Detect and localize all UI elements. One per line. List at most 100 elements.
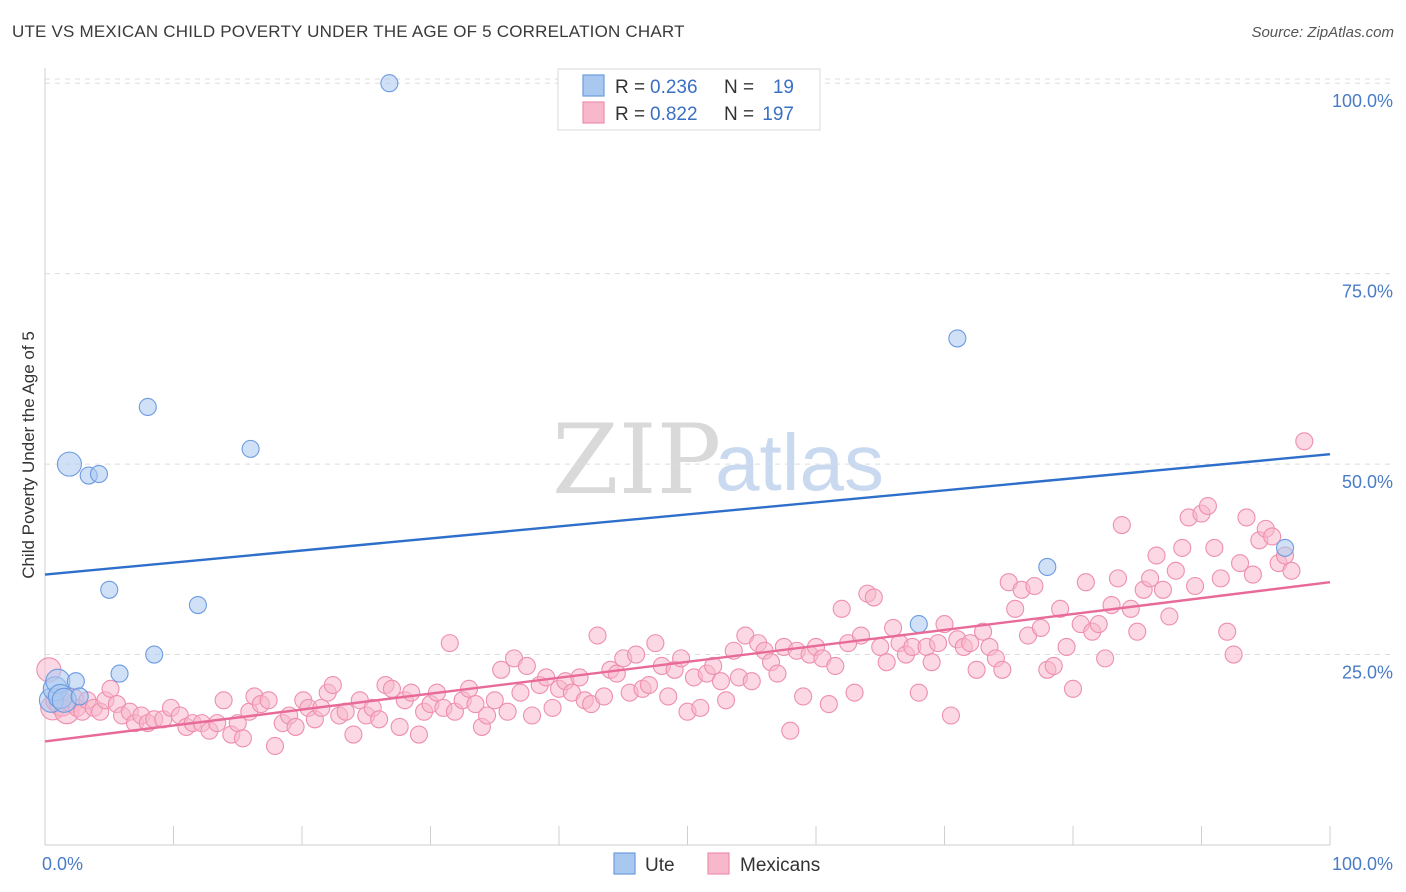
ute-point (70, 687, 89, 706)
mexicans-point (832, 599, 851, 618)
mexicans-point (511, 683, 530, 702)
mexicans-point (233, 729, 252, 748)
legend-mexicans-r-value: 0.822 (650, 104, 698, 125)
mexicans-point (409, 725, 428, 744)
mexicans-point (768, 664, 787, 683)
legend-mexicans-n-value: 197 (762, 104, 794, 125)
mexicans-point (1218, 622, 1237, 641)
mexicans-point (922, 653, 941, 672)
ute-point (948, 329, 967, 348)
mexicans-point (864, 588, 883, 607)
mexicans-point (492, 660, 511, 679)
mexicans-point (1166, 561, 1185, 580)
ute-point (100, 580, 119, 599)
mexicans-point (993, 660, 1012, 679)
mexicans-point (402, 683, 421, 702)
legend-ute-n-label: N = (724, 77, 754, 98)
mexicans-point (286, 717, 305, 736)
mexicans-point (1282, 561, 1301, 580)
mexicans-point (498, 702, 517, 721)
mexicans-point (1121, 599, 1140, 618)
ute-point (110, 664, 129, 683)
mexicans-point (370, 710, 389, 729)
mexicans-point (440, 634, 459, 653)
y-axis-title: Child Poverty Under the Age of 5 (19, 331, 38, 579)
bottom-legend-mexicans-swatch (707, 852, 730, 875)
mexicans-point (588, 626, 607, 645)
bottom-legend-ute-swatch (613, 852, 636, 875)
legend-mexicans-r-label: R = (615, 104, 645, 125)
mexicans-point (781, 721, 800, 740)
mexicans-point (627, 645, 646, 664)
mexicans-point (323, 675, 342, 695)
bottom-legend: Ute Mexicans (613, 852, 820, 876)
ute-point (1275, 538, 1295, 557)
ute-point (188, 595, 207, 615)
mexicans-trend-line (44, 581, 1331, 743)
mexicans-point (1096, 649, 1115, 668)
mexicans-point (941, 706, 960, 725)
mexicans-point (101, 679, 120, 698)
y-tick-label: 75.0% (1342, 282, 1393, 302)
mexicans-point (1186, 576, 1205, 596)
mexicans-point (517, 656, 536, 676)
mexicans-point (1006, 599, 1025, 618)
watermark-atlas: atlas (715, 418, 884, 507)
mexicans-point (1205, 538, 1224, 557)
mexicans-point (259, 691, 278, 710)
mexicans-point (1031, 618, 1050, 637)
mexicans-point (607, 664, 626, 683)
chart-title: UTE VS MEXICAN CHILD POVERTY UNDER THE A… (12, 22, 685, 41)
ute-point (1038, 557, 1057, 577)
trend-lines (44, 453, 1331, 743)
mexicans-point (909, 683, 928, 702)
mexicans-point (594, 687, 614, 706)
ute-trend-line (44, 453, 1331, 576)
mexicans-point (1051, 599, 1070, 618)
watermark: ZIP atlas (552, 404, 884, 516)
mexicans-point (214, 691, 233, 710)
mexicans-point (1112, 516, 1131, 535)
mexicans-point (1224, 645, 1243, 664)
mexicans-point (961, 634, 980, 653)
mexicans-point (711, 672, 730, 691)
ute-point (145, 645, 164, 664)
mexicans-point (1089, 615, 1108, 634)
mexicans-point (871, 637, 890, 656)
mexicans-point (265, 736, 285, 756)
legend-mexicans-n-label: N = (724, 104, 754, 125)
ute-points (38, 74, 1295, 713)
mexicans-point (884, 618, 903, 637)
mexicans-point (1263, 527, 1282, 546)
y-tick-label: 25.0% (1342, 663, 1393, 683)
ute-point (138, 397, 157, 417)
mexicans-point (344, 725, 363, 744)
ute-point (56, 451, 82, 477)
mexicans-point (929, 634, 948, 653)
mexicans-point (1153, 580, 1172, 599)
mexicans-point (659, 687, 678, 706)
mexicans-point (390, 717, 409, 736)
mexicans-point (1160, 607, 1179, 626)
x-tick-label: 0.0% (42, 854, 83, 874)
axes: 25.0% 50.0% 75.0% 100.0% 0.0% 100.0% (42, 68, 1393, 874)
mexicans-point (208, 714, 227, 733)
mexicans-point (1025, 576, 1044, 596)
mexicans-point (1243, 565, 1262, 584)
mexicans-point (1063, 679, 1083, 698)
mexicans-point (1076, 573, 1095, 592)
mexicans-point (1147, 546, 1166, 565)
mexicans-point (1231, 554, 1250, 573)
ute-point (89, 464, 109, 484)
mexicans-point (742, 672, 761, 691)
mexicans-point (691, 698, 710, 717)
mexicans-point (794, 687, 813, 706)
mexicans-point (485, 691, 504, 710)
bottom-legend-ute-label: Ute (645, 855, 675, 876)
legend-ute-r-label: R = (615, 77, 645, 98)
mexicans-point (1141, 569, 1160, 588)
mexicans-point (543, 698, 562, 717)
legend: R = 0.236 N = 19 R = 0.822 N = 197 (557, 68, 821, 131)
mexicans-point (646, 634, 665, 653)
